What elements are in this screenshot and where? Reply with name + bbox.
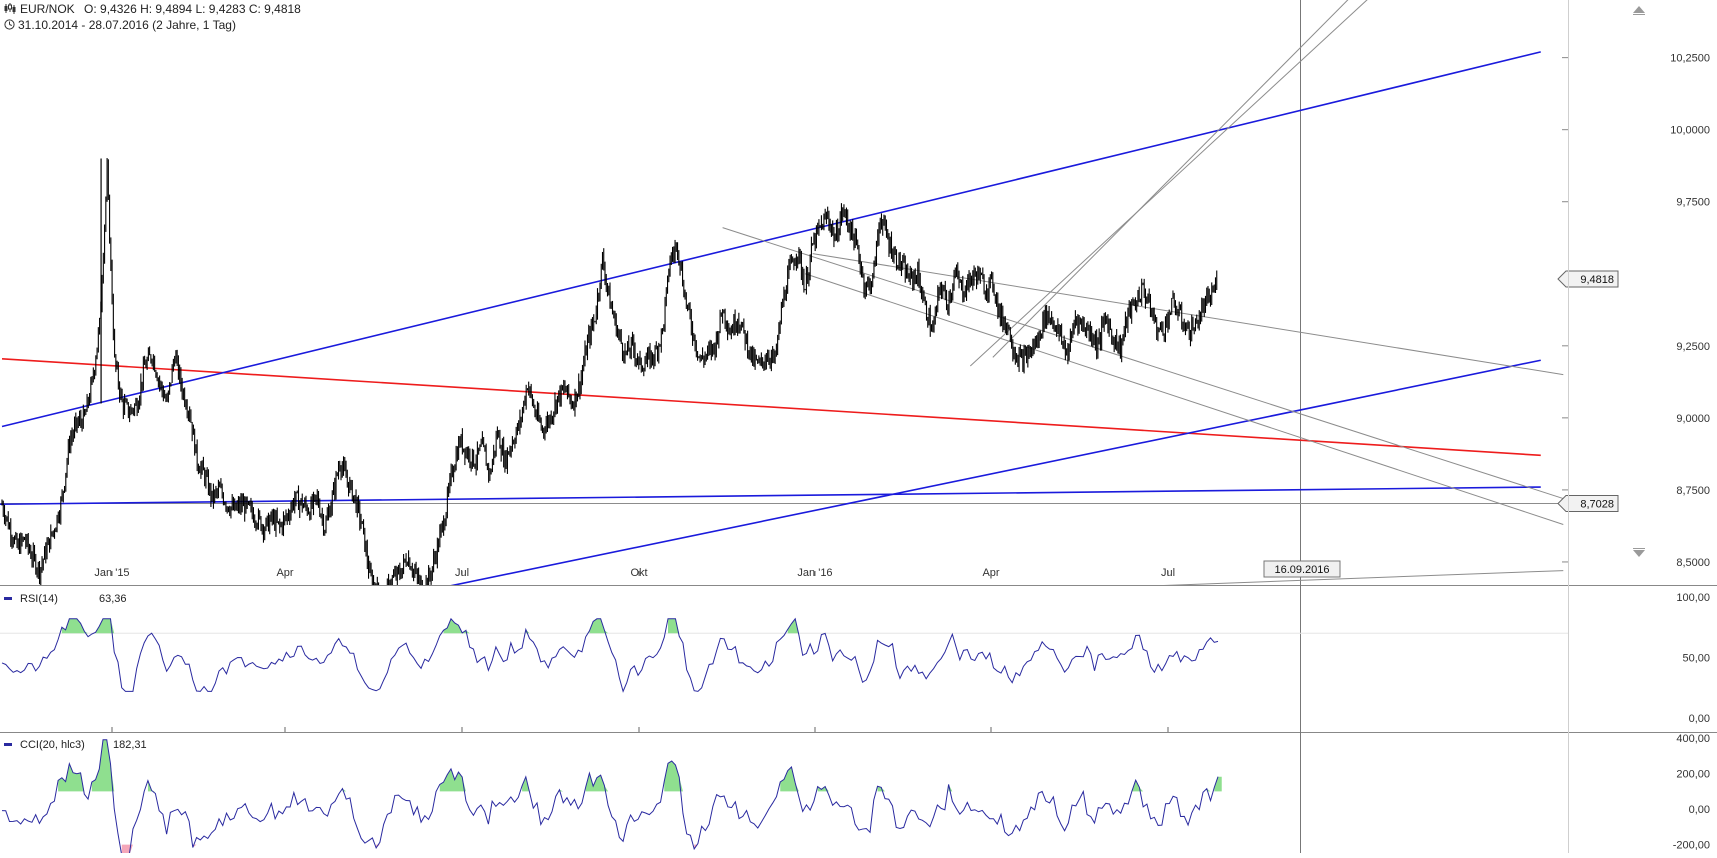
last-price-label: 9,4818 [1580, 274, 1614, 286]
rsi-overbought-fill [61, 618, 799, 634]
candlestick-chart-icon[interactable] [4, 3, 16, 14]
x-tick-label: Apr [276, 567, 293, 579]
triangle-up-icon[interactable] [1633, 6, 1645, 13]
blue-trendline-lower[interactable] [0, 486, 1541, 506]
x-tick-label: Apr [982, 567, 999, 579]
gray-channel-line[interactable] [1023, 570, 1564, 591]
cci-y-tick-label: 0,00 [1689, 804, 1710, 816]
y-tick-label: 10,0000 [1670, 125, 1710, 137]
y-tick-label: 9,0000 [1676, 413, 1710, 425]
cci-legend-swatch [4, 743, 12, 746]
cci-title: CCI(20, hlc3) [20, 739, 85, 751]
y-tick-label: 8,7500 [1676, 485, 1710, 497]
y-tick-label: 8,5000 [1676, 557, 1710, 569]
rsi-last-value: 63,36 [99, 593, 127, 605]
cci-line[interactable] [1, 739, 1219, 853]
y-tick-label: 10,2500 [1670, 53, 1710, 65]
date-range-label: 31.10.2014 - 28.07.2016 (2 Jahre, 1 Tag) [18, 18, 236, 32]
gray-channel-line[interactable] [805, 273, 1564, 525]
rsi-title: RSI(14) [20, 593, 58, 605]
last-price-label-box [1557, 270, 1619, 288]
cci-y-tick-label: 200,00 [1676, 769, 1710, 781]
x-tick-label: Jan '16 [797, 567, 832, 579]
cci-y-tick-label: -200,00 [1673, 840, 1710, 852]
gray-channel-line[interactable] [992, 0, 1391, 358]
chart-header: EUR/NOK O: 9,4326 H: 9,4894 L: 9,4283 C:… [4, 2, 301, 16]
red-trendline[interactable] [1, 357, 1541, 457]
cci-y-tick-label: 400,00 [1676, 733, 1710, 745]
y-tick-label: 9,7500 [1676, 197, 1710, 209]
hline-price-label-box [1557, 495, 1619, 513]
rsi-y-tick-label: 0,00 [1689, 713, 1710, 725]
rsi-legend-swatch [4, 597, 12, 600]
rsi-line[interactable] [1, 617, 1219, 693]
blue-trendline-rising[interactable] [385, 359, 1541, 599]
cursor-date-label: 16.09.2016 [1274, 564, 1329, 576]
rsi-y-tick-label: 100,00 [1676, 592, 1710, 604]
date-range-row: 31.10.2014 - 28.07.2016 (2 Jahre, 1 Tag) [4, 18, 236, 32]
x-tick-label: Okt [630, 567, 647, 579]
ohlc-readout: O: 9,4326 H: 9,4894 L: 9,4283 C: 9,4818 [84, 2, 301, 16]
y-tick-label: 9,2500 [1676, 341, 1710, 353]
symbol-label: EUR/NOK [20, 2, 75, 16]
cci-overbought-fill [58, 739, 1222, 792]
cci-last-value: 182,31 [113, 739, 147, 751]
x-tick-label: Jan '15 [94, 567, 129, 579]
rsi-y-tick-label: 50,00 [1682, 653, 1710, 665]
x-tick-label: Jul [1161, 567, 1175, 579]
gray-channel-line[interactable] [722, 227, 1564, 500]
gray-channel-line[interactable] [969, 0, 1398, 367]
x-tick-label: Jul [455, 567, 469, 579]
cci-oversold-fill [121, 844, 698, 853]
hline-price-label: 8,7028 [1580, 499, 1614, 511]
gray-channel-line[interactable] [812, 253, 1564, 376]
triangle-down-icon[interactable] [1633, 550, 1645, 557]
cursor-date-box [1263, 560, 1341, 578]
clock-icon [4, 19, 15, 30]
blue-trendline-upper[interactable] [1, 51, 1541, 428]
